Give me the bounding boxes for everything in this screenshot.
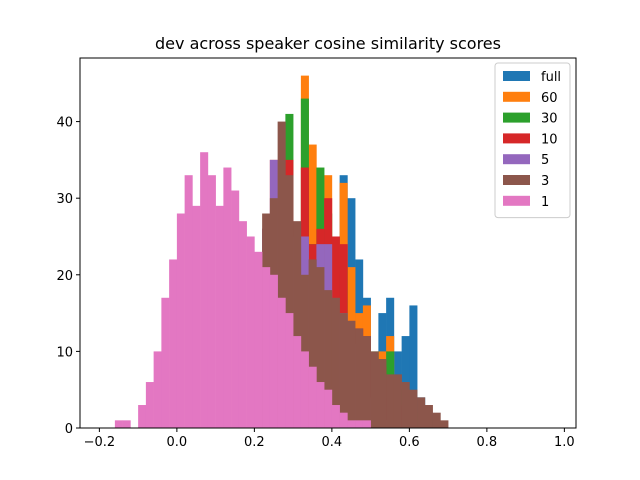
legend-swatch (503, 112, 530, 123)
bar-series-6-bin-29 (339, 412, 348, 428)
bar-series-6-bin-25 (308, 366, 317, 428)
bar-series-5-bin-29 (393, 374, 402, 428)
bar-series-5-bin-18 (308, 259, 317, 428)
bar-series-6-bin-14 (223, 167, 232, 429)
bar-series-0-bin-12 (401, 336, 410, 428)
bar-series-6-bin-19 (262, 267, 271, 428)
x-tick-label: 0.6 (399, 435, 420, 450)
bar-series-6-bin-16 (238, 221, 247, 428)
x-tick-label: 0.0 (167, 435, 188, 450)
legend-label: 60 (541, 91, 558, 106)
y-tick-label: 40 (56, 116, 73, 131)
bar-series-5-bin-24 (355, 328, 364, 428)
legend-swatch (503, 195, 530, 206)
bar-series-5-bin-32 (417, 397, 426, 428)
bar-series-6-bin-24 (300, 351, 309, 428)
legend-label: 3 (541, 174, 549, 189)
bar-series-6-bin-17 (246, 236, 255, 428)
bar-series-5-bin-16 (293, 221, 302, 428)
bar-series-6-bin-28 (331, 405, 340, 428)
bar-series-6-bin-7 (169, 259, 178, 428)
bar-series-6-bin-9 (184, 175, 193, 428)
bar-series-5-bin-19 (316, 267, 325, 428)
bar-series-5-bin-27 (378, 359, 387, 428)
bar-series-5-bin-31 (409, 389, 418, 428)
bar-series-6-bin-4 (145, 382, 154, 428)
legend-label: 30 (541, 112, 558, 127)
bar-series-6-bin-30 (347, 420, 356, 428)
legend-label: 5 (541, 153, 549, 168)
x-axis: −0.2 0.0 0.2 0.4 0.6 0.8 1.0 (84, 428, 575, 450)
x-tick-label: 0.8 (477, 435, 498, 450)
bar-series-5-bin-14 (277, 121, 286, 428)
bar-series-5-bin-15 (285, 175, 294, 428)
bar-series-6-bin-1 (122, 420, 131, 428)
legend-label: 1 (541, 195, 549, 210)
bar-series-6-bin-18 (254, 251, 263, 428)
bar-series-6-bin-15 (231, 190, 240, 428)
x-tick-label: 0.2 (244, 435, 265, 450)
bar-series-6-bin-23 (293, 336, 302, 428)
bar-series-6-bin-6 (161, 297, 170, 428)
bar-series-6-bin-0 (114, 420, 123, 428)
legend-swatch (503, 91, 530, 102)
bar-series-5-bin-22 (339, 313, 348, 428)
bar-series-5-bin-28 (386, 374, 395, 428)
bar-series-6-bin-10 (192, 205, 201, 428)
bar-series-6-bin-13 (215, 205, 224, 428)
y-tick-label: 10 (56, 345, 73, 360)
y-tick-label: 0 (65, 422, 73, 437)
bar-series-5-bin-23 (347, 320, 356, 428)
bar-series-6-bin-11 (200, 152, 209, 428)
chart-title: dev across speaker cosine similarity sco… (155, 34, 501, 53)
bar-series-5-bin-26 (370, 351, 379, 428)
bar-series-5-bin-20 (324, 290, 333, 428)
bar-series-6-bin-32 (362, 420, 371, 428)
legend-swatch (503, 133, 530, 144)
bar-series-6-bin-26 (316, 382, 325, 428)
y-axis: 0 10 20 30 40 (56, 116, 80, 437)
bar-series-6-bin-8 (176, 213, 185, 428)
bar-series-6-bin-27 (324, 389, 333, 428)
legend: full 60 30 10 5 3 1 (494, 62, 571, 219)
bar-series-5-bin-17 (300, 274, 309, 428)
bar-series-5-bin-35 (440, 420, 449, 428)
x-tick-label: −0.2 (84, 435, 116, 450)
histogram-bars (114, 75, 449, 429)
bar-series-6-bin-22 (285, 313, 294, 428)
legend-label: 10 (541, 132, 558, 147)
y-tick-label: 30 (56, 192, 73, 207)
legend-swatch (503, 154, 530, 165)
bar-series-5-bin-33 (424, 405, 433, 428)
legend-label: full (541, 70, 561, 85)
bar-series-6-bin-31 (355, 420, 364, 428)
bar-series-5-bin-21 (331, 297, 340, 428)
bar-series-5-bin-34 (432, 412, 441, 428)
bar-series-5-bin-30 (401, 382, 410, 428)
legend-swatch (503, 175, 530, 185)
plot-frame (79, 57, 577, 429)
bar-series-0-bin-13 (409, 305, 418, 428)
bar-series-6-bin-12 (207, 175, 216, 428)
x-tick-label: 0.4 (322, 435, 343, 450)
y-tick-label: 20 (56, 269, 73, 284)
legend-swatch (503, 71, 530, 81)
bar-series-6-bin-20 (269, 274, 278, 428)
bar-series-6-bin-5 (153, 351, 162, 428)
x-tick-label: 1.0 (554, 435, 575, 450)
bar-series-5-bin-25 (362, 336, 371, 428)
bar-series-6-bin-3 (138, 405, 147, 428)
bar-series-6-bin-21 (277, 297, 286, 428)
